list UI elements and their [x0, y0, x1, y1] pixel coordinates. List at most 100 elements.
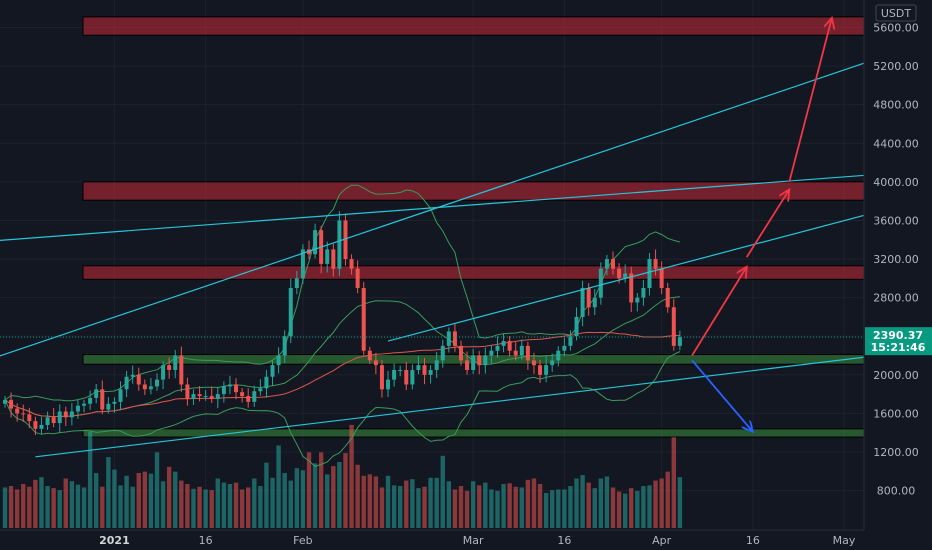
trendline-channel-lower[interactable]: [35, 328, 932, 458]
candle-body: [398, 369, 403, 371]
candle-body: [51, 417, 56, 424]
candle-body: [313, 230, 318, 255]
candle-body: [191, 394, 196, 399]
candle-body: [209, 396, 214, 399]
time-axis-ticks[interactable]: 202116FebMar16Apr16May17: [99, 534, 932, 547]
bear-arrow[interactable]: [691, 359, 753, 431]
candle-body: [252, 391, 257, 402]
volume-bar: [452, 489, 458, 528]
volume-bar: [51, 488, 56, 528]
volume-bar: [446, 481, 452, 528]
currency-badge[interactable]: [875, 4, 917, 22]
candle-body: [404, 369, 409, 385]
volume-bar: [568, 486, 573, 528]
price-tick-label: 4800.00: [873, 99, 919, 112]
candle-body: [617, 268, 622, 279]
time-tick-label[interactable]: 16: [746, 534, 760, 547]
volume-bar: [166, 466, 172, 528]
candle-body: [471, 355, 476, 370]
volume-bar: [629, 488, 634, 528]
candle-body: [538, 365, 543, 375]
volume-bar: [495, 490, 500, 528]
volume-bar: [543, 492, 549, 528]
candle-body: [671, 307, 676, 346]
time-tick-label[interactable]: 2021: [99, 534, 130, 547]
volume-bar: [106, 457, 111, 528]
candle-body: [136, 374, 141, 385]
candle-body: [63, 411, 68, 418]
last-price-value: 2390.37: [873, 329, 923, 342]
candle-body: [568, 336, 573, 346]
candle-body: [142, 384, 147, 390]
volume-bar: [252, 478, 257, 528]
volume-bar: [14, 489, 20, 528]
volume-bar: [57, 490, 62, 528]
price-tick-label: 2000.00: [873, 369, 919, 382]
volume-bar: [665, 471, 670, 528]
candle-body: [507, 341, 512, 351]
time-tick-label[interactable]: 16: [557, 534, 571, 547]
volume-bar: [112, 469, 117, 528]
volume-bar: [215, 478, 220, 528]
bull-arrow-2[interactable]: [745, 190, 790, 258]
candle-body: [221, 386, 226, 395]
volume-bar: [574, 478, 579, 528]
time-tick-label[interactable]: Feb: [293, 534, 312, 547]
volume-bar: [221, 482, 227, 528]
candle-body: [75, 405, 80, 412]
volume-bar: [81, 487, 87, 528]
volume-bars: [2, 424, 683, 528]
volume-bar: [100, 486, 105, 528]
volume-bar: [531, 478, 537, 528]
volume-bar: [398, 486, 403, 528]
candle-body: [167, 365, 172, 370]
volume-bar: [337, 462, 342, 528]
candle-body: [544, 365, 549, 375]
trendline-inner-channel[interactable]: [387, 150, 932, 342]
projection-arrows[interactable]: [691, 18, 832, 432]
price-tick-label: 3200.00: [873, 253, 919, 266]
volume-bar: [325, 474, 330, 528]
candle-body: [483, 355, 488, 366]
volume-bar: [671, 437, 676, 528]
volume-bar: [422, 486, 427, 528]
candle-body: [15, 408, 20, 414]
price-axis[interactable]: [864, 0, 932, 550]
time-tick-label[interactable]: Apr: [652, 534, 672, 547]
bull-arrow-3[interactable]: [788, 18, 832, 183]
candle-body: [179, 355, 184, 385]
candle-body: [276, 355, 281, 366]
volume-bar: [647, 485, 652, 528]
time-tick-label[interactable]: 16: [199, 534, 213, 547]
candle-body: [531, 360, 536, 366]
volume-bar: [349, 424, 354, 528]
candle-body: [367, 350, 372, 361]
candle-body: [124, 376, 129, 390]
volume-bar: [373, 476, 379, 528]
candle-body: [495, 345, 500, 351]
volume-bar: [39, 477, 44, 528]
price-tick-label: 2800.00: [873, 292, 919, 305]
candle-body: [240, 392, 245, 397]
time-tick-label[interactable]: May: [833, 534, 856, 547]
volume-bar: [580, 475, 585, 528]
candle-body: [422, 365, 427, 375]
candle-body: [270, 365, 275, 377]
time-tick-label[interactable]: Mar: [463, 534, 484, 547]
volume-bar: [604, 476, 610, 528]
volume-bar: [33, 479, 38, 528]
candle-body: [574, 316, 579, 337]
volume-bar: [8, 486, 14, 528]
volume-bar: [489, 489, 494, 528]
candle-body: [379, 365, 384, 390]
volume-bar: [592, 488, 597, 528]
candle-body: [148, 386, 153, 390]
volume-bar: [160, 481, 166, 528]
last-price-badge: [865, 327, 932, 356]
volume-bar: [622, 493, 628, 528]
bull-arrow-1[interactable]: [691, 267, 747, 356]
volume-bar: [136, 473, 141, 528]
volume-bar: [227, 484, 233, 528]
volume-bar: [233, 482, 239, 528]
